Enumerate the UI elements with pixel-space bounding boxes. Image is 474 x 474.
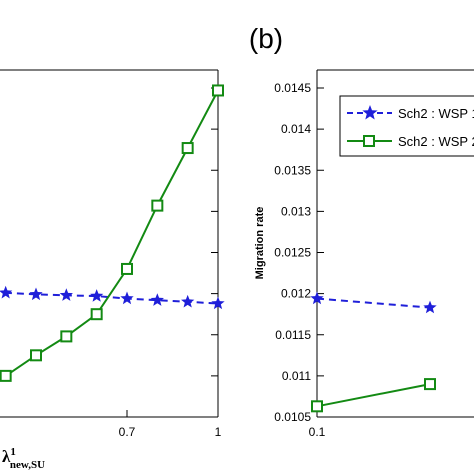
right-star-point (423, 300, 437, 314)
right-x-tick-label: 0.1 (309, 425, 326, 439)
right-series-group (310, 291, 437, 413)
left-series-line (0, 90, 219, 381)
right-y-tick-label: 0.013 (281, 204, 311, 218)
legend-label: Sch2 : WSP 1 (398, 106, 474, 121)
left-series-group (0, 84, 225, 382)
right-chart: 0.0105 0.011 0.0115 0.012 0.0125 0.013 0.0135 0… (254, 69, 474, 439)
right-y-tick-label: 0.0115 (275, 328, 311, 342)
left-star-point (181, 294, 195, 308)
left-x-axis-label-sup: 1 (10, 446, 16, 458)
left-x-axis-label-sub: new,SU (10, 459, 45, 471)
left-star-point (211, 296, 225, 310)
legend-label: Sch2 : WSP 2 (398, 134, 474, 149)
left-x-tick-label: 0.7 (119, 425, 136, 439)
right-y-tick-label: 0.0135 (274, 163, 311, 177)
left-square-point (60, 330, 73, 343)
left-star-point (120, 291, 134, 305)
left-square-point (121, 262, 133, 275)
panel-label: (b) (249, 23, 283, 54)
left-square-point (30, 349, 42, 362)
right-y-tick-labels: 0.0105 0.011 0.0115 0.012 0.0125 0.013 0.0135 0… (274, 81, 311, 424)
right-ticks-group (317, 87, 324, 418)
left-square-point (181, 142, 194, 155)
right-y-tick-label: 0.011 (282, 369, 311, 383)
left-chart: 0.7 1 λ1 new,SU (0, 69, 225, 471)
right-square-point (424, 378, 436, 391)
left-square-point (0, 369, 12, 382)
right-square-point (311, 400, 323, 413)
right-y-tick-label: 0.0145 (274, 81, 311, 95)
legend-box (339, 95, 474, 157)
left-square-point (90, 308, 103, 321)
left-star-point (90, 289, 104, 302)
right-y-axis-label: Migration rate (254, 207, 266, 280)
right-y-tick-label: 0.0105 (274, 410, 311, 424)
left-x-tick-label: 1 (215, 425, 222, 439)
left-square-point (151, 199, 164, 212)
left-star-point (0, 285, 13, 299)
right-plot-frame (316, 69, 474, 418)
left-series-line (0, 291, 219, 305)
right-series-line (316, 297, 431, 309)
left-square-point (212, 84, 224, 97)
left-star-point (59, 288, 73, 301)
left-star-point (29, 287, 43, 301)
right-y-tick-label: 0.012 (281, 287, 311, 301)
left-x-axis-label: λ1 new,SU (2, 446, 45, 471)
right-y-tick-label: 0.014 (281, 122, 311, 136)
right-y-tick-label: 0.0125 (274, 246, 311, 260)
legend-star-marker (362, 105, 378, 120)
legend-entry: Sch2 : WSP 2 (347, 134, 474, 149)
left-x-axis-label-symbol: λ (2, 447, 11, 466)
legend-entry: Sch2 : WSP 1 (347, 105, 474, 121)
right-star-point (310, 291, 324, 305)
right-series-line (316, 383, 431, 408)
left-plot-frame (0, 69, 219, 418)
left-star-point (150, 293, 164, 306)
legend-square-marker (363, 135, 375, 147)
legend: Sch2 : WSP 1 Sch2 : WSP 2 (339, 95, 474, 157)
